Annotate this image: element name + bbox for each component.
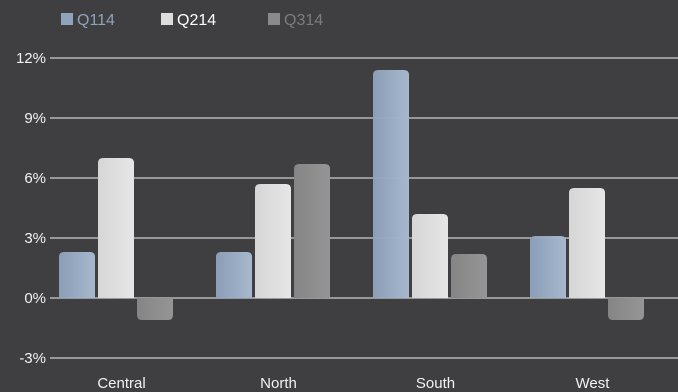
y-tick-label-2: 9% [24,110,46,127]
legend-label-2: Q214 [177,12,216,29]
x-axis: Central North South West [97,375,610,392]
bar-central-q214 [98,158,134,298]
bar-south-q314 [451,254,487,298]
x-tick-label-west: West [576,375,611,392]
legend-swatch-2 [161,13,173,25]
legend-swatch-3 [268,13,280,25]
bar-west-q314 [608,298,644,320]
y-tick-label-3: 6% [24,170,46,187]
legend-swatch-1 [61,13,73,25]
y-axis: 12% 9% 6% 3% 0% -3% [16,50,46,367]
bar-central-q314 [137,298,173,320]
x-tick-label-south: South [416,375,455,392]
legend-label-1: Q114 [77,12,115,29]
bar-west-q214 [569,188,605,298]
x-tick-label-north: North [260,375,297,392]
legend: Q114 Q214 Q314 [61,12,323,29]
legend-label-3: Q314 [284,12,323,29]
y-tick-label-6: -3% [19,350,46,367]
bar-west-q114 [530,236,566,298]
y-tick-label-5: 0% [24,290,46,307]
x-tick-label-central: Central [97,375,145,392]
bar-south-q214 [412,214,448,298]
bar-south-q114 [373,70,409,298]
bar-central-q114 [59,252,95,298]
y-tick-label-1: 12% [16,50,46,67]
y-tick-label-4: 3% [24,230,46,247]
bar-north-q314 [294,164,330,298]
bars [59,70,644,320]
bar-north-q114 [216,252,252,298]
bar-north-q214 [255,184,291,298]
